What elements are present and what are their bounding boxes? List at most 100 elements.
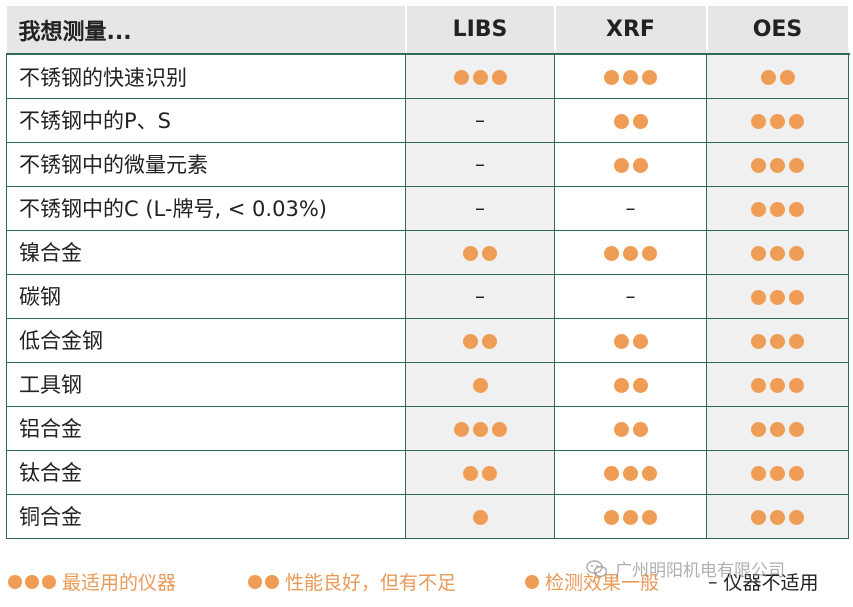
rating-dot (760, 70, 776, 85)
rating-3-dots-icon (604, 245, 657, 261)
rating-cell-oes (706, 317, 849, 363)
legend-none: – 仪器不适用 (708, 568, 819, 595)
watermark: 广州明阳机电有限公司 (585, 556, 785, 581)
row-label: 铜合金 (6, 493, 406, 540)
header-row: 我想测量... LIBS XRF OES (6, 6, 850, 55)
rating-dot (632, 421, 648, 437)
row-label: 工具钢 (6, 361, 406, 407)
rating-cell-libs (405, 53, 555, 99)
rating-3-dots-icon (751, 113, 804, 129)
legend-best: 最适用的仪器 (8, 568, 176, 595)
rating-dot (789, 377, 804, 393)
rating-2-dots-icon (613, 377, 648, 393)
rating-dot (604, 70, 619, 85)
rating-3-dots-icon (751, 333, 804, 349)
rating-dot (472, 509, 488, 525)
rating-3-dots-icon (751, 289, 804, 305)
rating-dot (604, 465, 619, 481)
rating-dot (472, 421, 488, 437)
rating-2-dots-icon (248, 574, 279, 589)
rating-cell-libs (405, 405, 555, 451)
rating-dot (789, 509, 804, 525)
rating-cell-oes (706, 449, 849, 495)
rating-dot (642, 70, 657, 85)
rating-dot (789, 333, 804, 349)
comparison-table: 我想测量... LIBS XRF OES 不锈钢的快速识别 不锈钢中的P、S – 不锈… (6, 6, 850, 540)
legend-good-label: 性能良好，但有不足 (285, 572, 457, 594)
rating-3-dots-icon (751, 509, 804, 525)
rating-cell-xrf: – (554, 273, 707, 319)
row-label: 不锈钢中的P、S (6, 98, 406, 143)
rating-dot (770, 245, 785, 261)
table-row: 钛合金 (6, 449, 849, 495)
rating-dot (789, 113, 804, 129)
rating-dot (632, 157, 648, 173)
rating-dot (632, 113, 648, 129)
rating-cell-xrf (554, 317, 707, 363)
table-row: 不锈钢中的微量元素 – (6, 141, 849, 187)
rating-dot (751, 289, 766, 305)
not-applicable-dash: – (475, 196, 485, 221)
legend-fair-label: 检测效果一般 (545, 572, 660, 594)
rating-dot (751, 201, 766, 217)
rating-cell-xrf (554, 493, 707, 540)
rating-cell-xrf (554, 141, 707, 187)
not-applicable-dash: – (475, 108, 485, 133)
header-xrf: XRF (554, 6, 708, 55)
table-row: 不锈钢的快速识别 (6, 53, 849, 99)
rating-cell-oes (706, 361, 849, 407)
rating-dot (632, 377, 648, 393)
rating-dot (613, 113, 629, 129)
rating-dot (770, 421, 785, 437)
rating-dot (751, 421, 766, 437)
rating-3-dots-icon (604, 509, 657, 525)
rating-dot (770, 157, 785, 173)
rating-1-dot-icon (525, 574, 539, 589)
rating-dot (770, 333, 785, 349)
rating-2-dots-icon (613, 157, 648, 173)
rating-3-dots-icon (751, 377, 804, 393)
rating-dot (632, 333, 648, 349)
rating-dot (453, 70, 469, 85)
rating-dot (770, 377, 785, 393)
rating-2-dots-icon (463, 333, 497, 349)
rating-dot (642, 465, 657, 481)
rating-cell-xrf (554, 98, 707, 143)
not-applicable-dash: – (625, 284, 636, 309)
rating-dot (623, 465, 638, 481)
rating-dot (770, 509, 785, 525)
rating-1-dots-icon (472, 509, 488, 525)
rating-3-dots-icon (453, 421, 507, 437)
row-label: 低合金钢 (6, 317, 406, 363)
rating-3-dots-icon (751, 245, 804, 261)
rating-dot (472, 70, 488, 85)
table-row: 不锈钢中的C (L-牌号, < 0.03%) – – (6, 185, 849, 231)
rating-cell-xrf: – (554, 185, 707, 231)
rating-cell-xrf (554, 405, 707, 451)
rating-2-dots-icon (463, 245, 497, 261)
rating-cell-oes (706, 141, 849, 187)
row-label: 钛合金 (6, 449, 406, 495)
table-row: 铜合金 (6, 493, 849, 540)
rating-dot (642, 509, 657, 525)
rating-1-dots-icon (472, 377, 488, 393)
legend: 最适用的仪器 性能良好，但有不足 检测效果一般 – 仪器不适用 (8, 564, 848, 596)
rating-dot (770, 113, 785, 129)
table-row: 工具钢 (6, 361, 849, 407)
table-row: 铝合金 (6, 405, 849, 451)
rating-dot (751, 333, 766, 349)
rating-dot (751, 113, 766, 129)
rating-dot (623, 245, 638, 261)
rating-dot (604, 245, 619, 261)
rating-cell-oes (706, 405, 849, 451)
rating-2-dots-icon (613, 113, 648, 129)
rating-dot (770, 201, 785, 217)
table-row: 镍合金 (6, 229, 849, 275)
rating-dot (623, 70, 638, 85)
rating-dot (613, 377, 629, 393)
header-oes: OES (706, 6, 850, 55)
rating-cell-xrf (554, 449, 707, 495)
rating-cell-oes (706, 273, 849, 319)
rating-dot (779, 70, 795, 85)
rating-cell-xrf (554, 229, 707, 275)
